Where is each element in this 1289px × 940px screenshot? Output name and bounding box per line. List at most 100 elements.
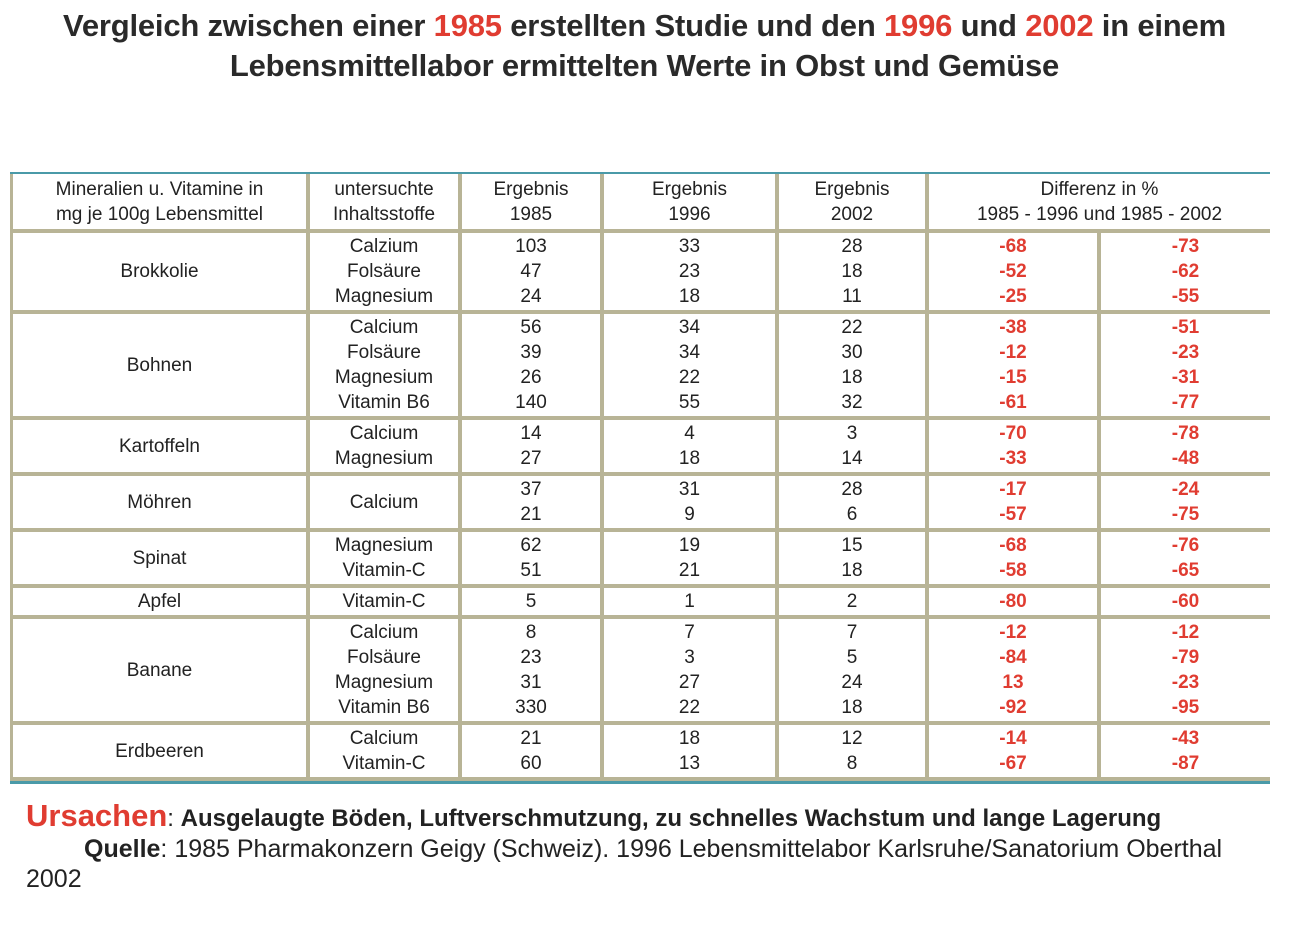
cell-value: 18 [678,286,701,307]
result-1996-cell: 7 3 27 22 [600,619,775,725]
table-row: Möhren Calcium 37 21 31 9 28 6 -17 -57 -24 -75 [10,476,1271,532]
cell-value: -23 [1171,342,1200,363]
result-1996-cell: 18 13 [600,725,775,781]
cell-value: 30 [841,342,863,363]
header-result-2002: Ergebnis 2002 [775,174,925,233]
source-text: : 1985 Pharmakonzern Geigy (Schweiz). 19… [26,835,1223,893]
substance-cell: Magnesium Vitamin-C [306,532,458,588]
cell-value: Magnesium [334,367,434,388]
cell-value: Calcium [349,728,419,749]
substance-cell: Calcium Magnesium [306,420,458,476]
substance-cell: Calcium Vitamin-C [306,725,458,781]
cell-value: 5 [846,647,858,668]
result-1985-cell: 5 [458,588,600,619]
cell-value: Calcium [349,423,419,444]
cell-value: -65 [1171,560,1200,581]
cell-value: 34 [678,342,701,363]
header-difference: Differenz in % 1985 - 1996 und 1985 - 200… [925,174,1271,233]
cell-value: 18 [678,728,701,749]
causes-colon: : [167,805,181,832]
cell-value: -31 [1171,367,1200,388]
cell-value: 27 [678,672,701,693]
cell-value: Vitamin B6 [338,697,430,718]
cell-value: -68 [999,236,1027,257]
cell-value: Folsäure [347,261,421,282]
cell-value: -80 [999,591,1027,612]
result-2002-cell: 28 18 11 [775,233,925,314]
cell-value: Vitamin-C [342,560,426,581]
cell-value: 24 [841,672,863,693]
cell-value: 27 [520,448,542,469]
difference-2002-cell: -24 -75 [1097,476,1271,532]
cell-value: -55 [1171,286,1200,307]
result-1985-cell: 14 27 [458,420,600,476]
cell-value: Calcium [349,491,419,513]
difference-2002-cell: -12 -79 -23 -95 [1097,619,1271,725]
food-name-cell: Brokkolie [10,233,306,314]
page-title: Vergleich zwischen einer 1985 erstellten… [0,6,1289,86]
cell-value: 9 [684,504,695,525]
table-row: Kartoffeln Calcium Magnesium 14 27 4 18 3 14 -70-… [10,420,1271,476]
cell-value: Folsäure [347,647,421,668]
title-text: Vergleich zwischen einer [63,8,434,43]
table-row: Apfel Vitamin-C 5 1 2 -80 -60 [10,588,1271,619]
result-1985-cell: 103 47 24 [458,233,600,314]
cell-value: Vitamin B6 [338,392,430,413]
title-line-1: Vergleich zwischen einer 1985 erstellten… [0,6,1289,46]
cell-value: -78 [1171,423,1200,444]
difference-1996-cell: -14 -67 [925,725,1097,781]
header-category: Mineralien u. Vitamine in mg je 100g Lebe… [10,174,306,233]
table-row: Spinat Magnesium Vitamin-C 62 51 19 21 15 18 -68-… [10,532,1271,588]
cell-value: -77 [1171,392,1200,413]
result-1996-cell: 34 34 22 55 [600,314,775,420]
difference-1996-cell: -68 -52 -25 [925,233,1097,314]
cell-value: 18 [678,448,701,469]
cell-value: 33 [678,236,701,257]
result-1996-cell: 33 23 18 [600,233,775,314]
result-2002-cell: 2 [775,588,925,619]
cell-value: 47 [520,261,542,282]
cell-value: 2 [846,591,858,612]
cell-value: 23 [520,647,542,668]
cell-value: -25 [999,286,1027,307]
cell-value: 7 [684,622,695,643]
cell-value: 34 [678,317,701,338]
cell-value: 6 [846,504,858,525]
cell-value: -23 [1171,672,1200,693]
result-1996-cell: 1 [600,588,775,619]
result-2002-cell: 28 6 [775,476,925,532]
cell-value: -58 [999,560,1027,581]
cell-value: -12 [1171,622,1200,643]
cell-value: 37 [520,479,542,500]
cell-value: -12 [999,342,1027,363]
cell-value: 31 [520,672,542,693]
cell-value: 31 [678,479,701,500]
cell-value: 14 [841,448,863,469]
table-row: Bohnen Calcium Folsäure Magnesium Vitamin B6… [10,314,1271,420]
source-paragraph: Quelle: 1985 Pharmakonzern Geigy (Schwei… [26,834,1266,894]
title-text: erstellten Studie und den [501,8,884,43]
cell-value: -43 [1171,728,1200,749]
food-name-cell: Kartoffeln [10,420,306,476]
cell-value: -68 [999,535,1027,556]
cell-value: -62 [1171,261,1200,282]
substance-cell: Vitamin-C [306,588,458,619]
result-1985-cell: 62 51 [458,532,600,588]
result-1996-cell: 4 18 [600,420,775,476]
cell-value: Calcium [349,317,419,338]
difference-2002-cell: -60 [1097,588,1271,619]
difference-1996-cell: -70 -33 [925,420,1097,476]
title-line-2: Lebensmittellabor ermittelten Werte in O… [229,48,1060,83]
table-row: Erdbeeren Calcium Vitamin-C 21 60 18 13 12 8 -14-… [10,725,1271,781]
difference-2002-cell: -51 -23 -31 -77 [1097,314,1271,420]
cell-value: 26 [520,367,542,388]
header-result-1985: Ergebnis 1985 [458,174,600,233]
table-row: Banane Calcium Folsäure Magnesium Vitamin B6… [10,619,1271,725]
cell-value: -95 [1171,697,1200,718]
difference-1996-cell: -38 -12 -15 -61 [925,314,1097,420]
result-1996-cell: 19 21 [600,532,775,588]
cell-value: 103 [515,236,547,257]
cell-value: Magnesium [334,286,434,307]
food-name-cell: Spinat [10,532,306,588]
cell-value: -57 [999,504,1027,525]
